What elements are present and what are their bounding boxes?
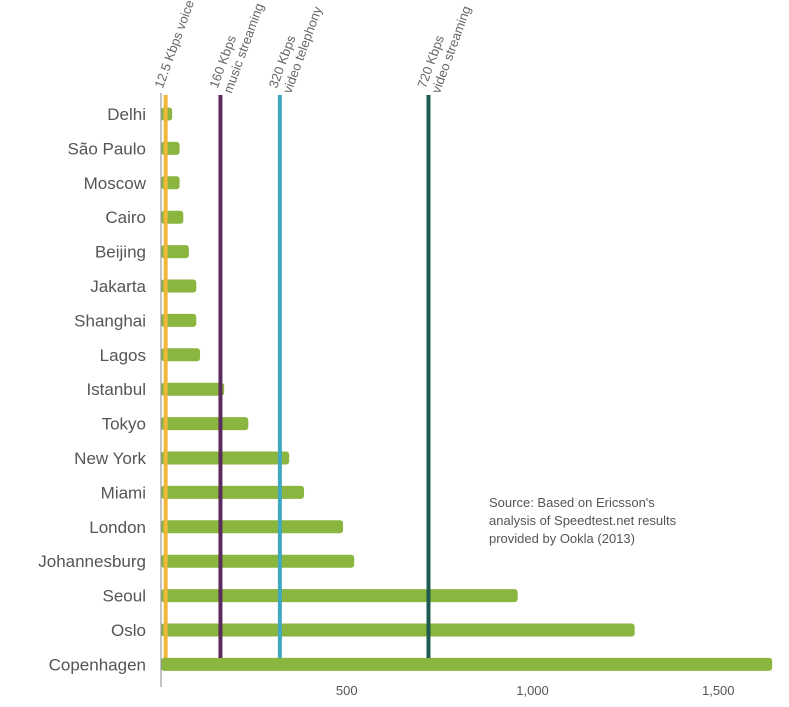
- source-note-line-1: Source: Based on Ericsson's: [489, 495, 655, 510]
- source-note-line-3: provided by Ookla (2013): [489, 531, 635, 546]
- bar-lagos: [161, 348, 201, 362]
- category-label-shanghai: Shanghai: [74, 311, 146, 330]
- source-note-line-2: analysis of Speedtest.net results: [489, 513, 677, 528]
- category-label-sao-paulo: São Paulo: [68, 139, 146, 158]
- bar-shanghai: [161, 313, 197, 327]
- bar-copenhagen: [161, 657, 773, 671]
- threshold-label-4: 720 Kbpsvideo streaming: [414, 0, 474, 95]
- bar-new-york: [161, 451, 290, 465]
- x-tick-label-500: 500: [336, 683, 358, 698]
- category-label-jakarta: Jakarta: [90, 277, 146, 296]
- category-label-tokyo: Tokyo: [102, 415, 146, 434]
- x-tick-label-1500: 1,500: [702, 683, 735, 698]
- category-label-seoul: Seoul: [103, 587, 146, 606]
- category-label-beijing: Beijing: [95, 243, 146, 262]
- source-note: Source: Based on Ericsson's analysis of S…: [489, 495, 677, 546]
- bar-jakarta: [161, 279, 197, 293]
- category-label-istanbul: Istanbul: [86, 380, 146, 399]
- bar-tokyo: [161, 417, 249, 431]
- category-label-lagos: Lagos: [100, 346, 146, 365]
- bar-london: [161, 520, 344, 534]
- bars-group: [161, 107, 773, 671]
- bar-seoul: [161, 589, 518, 603]
- bar-beijing: [161, 245, 189, 259]
- bar-miami: [161, 485, 305, 499]
- category-labels-group: Delhi São Paulo Moscow Cairo Beijing Jakarta S…: [38, 105, 146, 674]
- category-label-oslo: Oslo: [111, 621, 146, 640]
- bar-oslo: [161, 623, 635, 637]
- category-label-new-york: New York: [74, 449, 146, 468]
- category-label-cairo: Cairo: [105, 208, 146, 227]
- threshold-label-2: 160 Kbpsmusic streaming: [206, 0, 267, 95]
- category-label-moscow: Moscow: [84, 174, 147, 193]
- bar-johannesburg: [161, 554, 355, 568]
- threshold-label-line: 12.5 Kbps voice: [151, 0, 197, 90]
- x-axis: 500 1,000 1,500: [160, 93, 735, 698]
- category-label-london: London: [89, 518, 146, 537]
- threshold-label-1: 12.5 Kbps voice: [151, 0, 197, 90]
- category-label-delhi: Delhi: [107, 105, 146, 124]
- category-label-copenhagen: Copenhagen: [49, 655, 146, 674]
- x-tick-label-1000: 1,000: [516, 683, 549, 698]
- category-label-miami: Miami: [101, 483, 146, 502]
- category-label-johannesburg: Johannesburg: [38, 552, 146, 571]
- threshold-label-3: 320 Kbpsvideo telephony: [266, 0, 326, 95]
- bar-istanbul: [161, 382, 225, 396]
